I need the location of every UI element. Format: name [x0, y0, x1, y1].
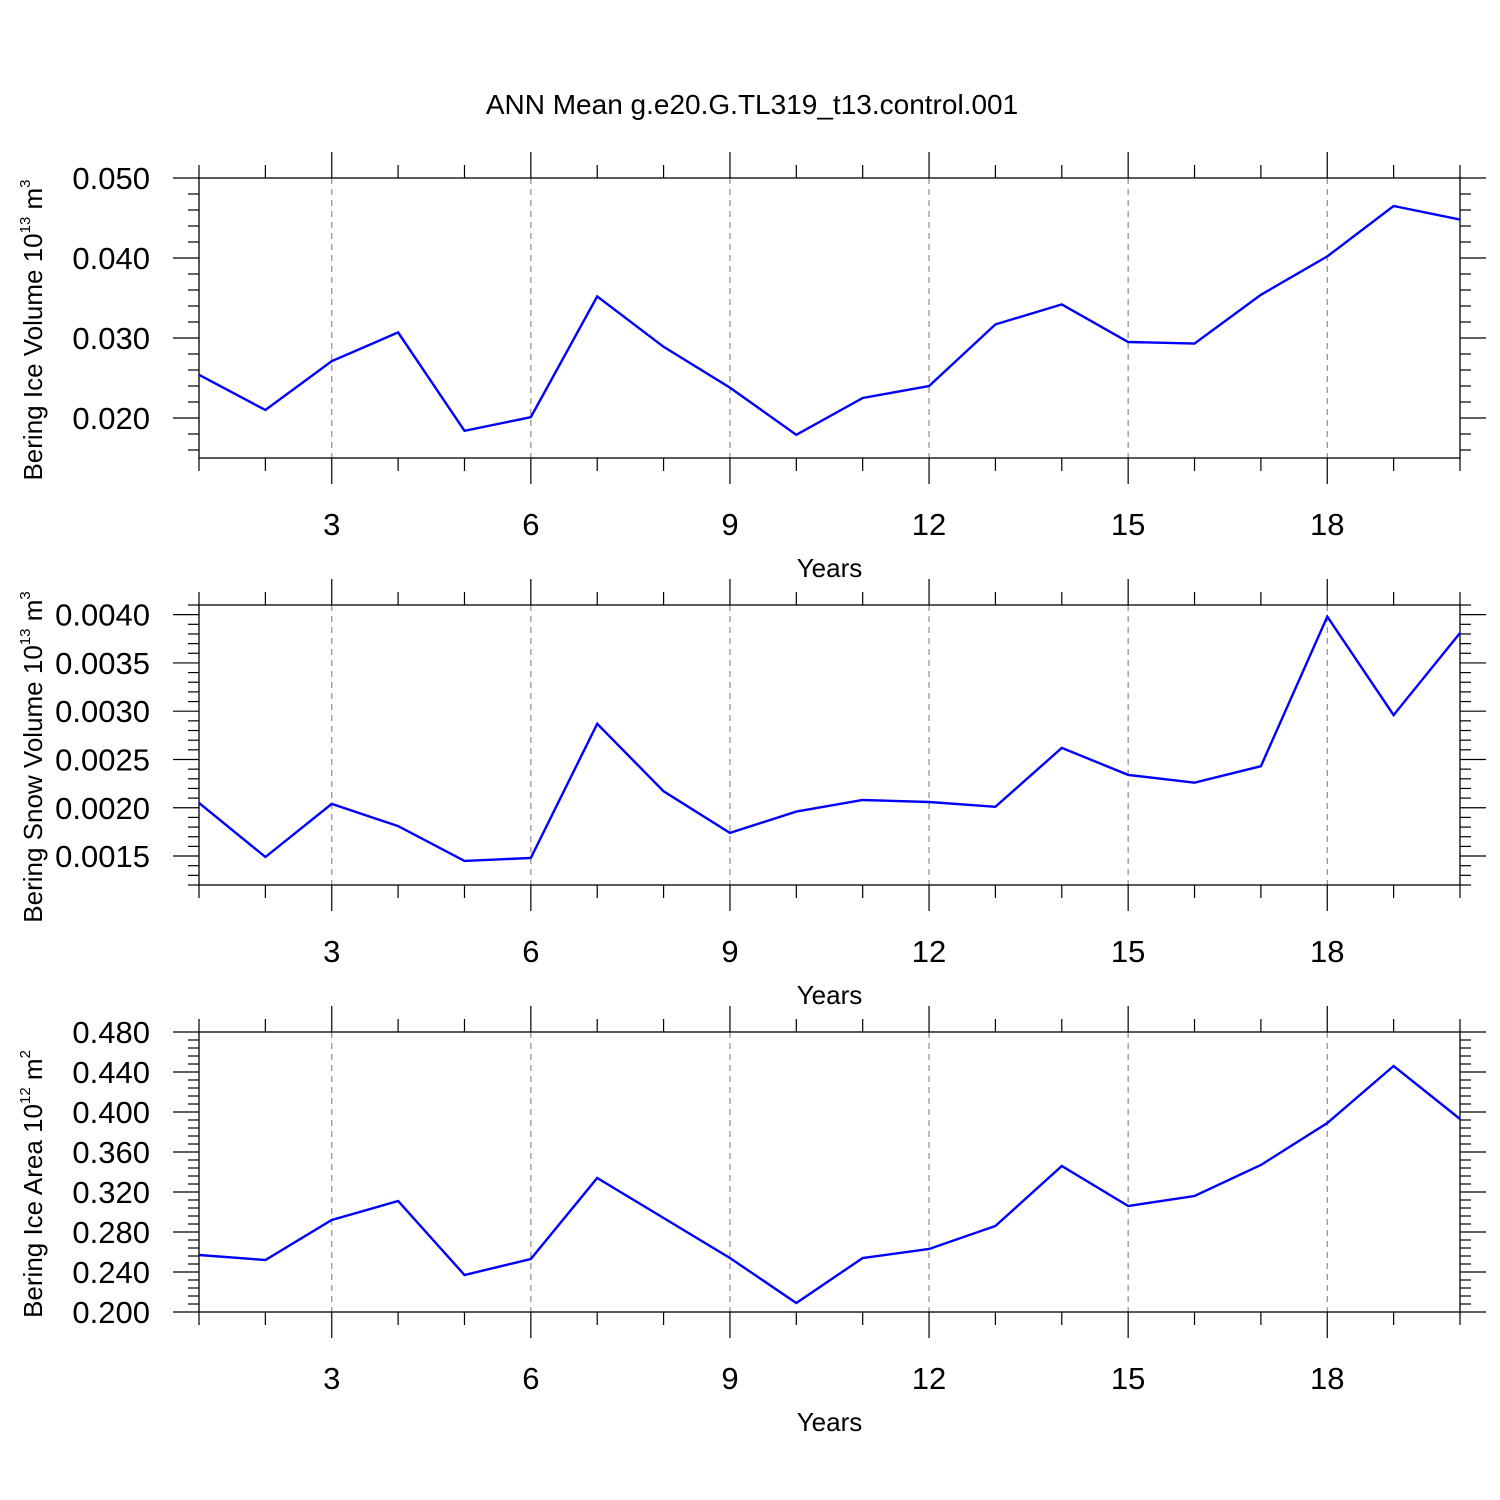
- x-tick-label: 9: [721, 934, 738, 969]
- y-tick-label: 0.440: [72, 1055, 150, 1090]
- x-tick-label: 6: [522, 1361, 539, 1396]
- x-tick-label: 3: [323, 507, 340, 542]
- plot-frame: [198, 177, 1461, 459]
- x-axis-label: Years: [797, 980, 863, 1010]
- x-tick-label: 15: [1111, 507, 1145, 542]
- x-tick-label: 9: [721, 507, 738, 542]
- y-tick-label: 0.360: [72, 1135, 150, 1170]
- y-tick-label: 0.0040: [55, 598, 150, 633]
- x-tick-label: 3: [323, 934, 340, 969]
- x-tick-label: 3: [323, 1361, 340, 1396]
- y-axis-label-part: m: [18, 600, 48, 629]
- y-tick-label: 0.0020: [55, 791, 150, 826]
- y-tick-label: 0.200: [72, 1295, 150, 1330]
- x-tick-label: 18: [1310, 934, 1344, 969]
- plot-frame: [198, 1031, 1461, 1313]
- y-tick-label: 0.0035: [55, 646, 150, 681]
- series-line: [198, 204, 1461, 437]
- panels: 0.020 0.030 0.040 0.050 3 6 9 12 15 18 Years Bering…: [17, 152, 1486, 1437]
- y-axis-label-sup: 13: [17, 217, 34, 234]
- y-tick-label: 0.240: [72, 1255, 150, 1290]
- x-tick-label: 12: [912, 1361, 946, 1396]
- y-tick-label: 0.0030: [55, 694, 150, 729]
- chart-panel-1: 0.020 0.030 0.040 0.050 3 6 9 12 15 18 Years Bering…: [17, 152, 1486, 583]
- y-axis-label-sup: 3: [17, 591, 34, 599]
- series-line: [198, 614, 1461, 863]
- x-tick-label: 12: [912, 934, 946, 969]
- y-axis-label-sup: 12: [17, 1087, 34, 1104]
- x-tick-label: 18: [1310, 1361, 1344, 1396]
- y-axis-label-part: Bering Ice Volume 10: [18, 233, 48, 480]
- y-axis-label-part: Bering Snow Volume 10: [18, 645, 48, 923]
- y-tick-label: 0.400: [72, 1095, 150, 1130]
- y-axis-label-part: m: [18, 188, 48, 217]
- figure-title: ANN Mean g.e20.G.TL319_t13.control.001: [486, 89, 1018, 120]
- y-tick-label: 0.480: [72, 1015, 150, 1050]
- y-tick-label: 0.040: [72, 241, 150, 276]
- y-axis-label: Bering Snow Volume 1013 m3: [17, 591, 48, 922]
- x-axis-label: Years: [797, 1407, 863, 1437]
- x-tick-label: 9: [721, 1361, 738, 1396]
- y-tick-label: 0.020: [72, 401, 150, 436]
- y-tick-label: 0.0025: [55, 742, 150, 777]
- y-axis-label-part: Bering Ice Area 10: [18, 1104, 48, 1318]
- x-tick-label: 6: [522, 934, 539, 969]
- x-tick-label: 15: [1111, 1361, 1145, 1396]
- y-tick-label: 0.320: [72, 1175, 150, 1210]
- y-tick-label: 0.0015: [55, 839, 150, 874]
- x-tick-label: 12: [912, 507, 946, 542]
- y-axis-label-sup: 2: [17, 1050, 34, 1058]
- x-tick-label: 6: [522, 507, 539, 542]
- chart-panel-2: 0.0015 0.0020 0.0025 0.0030 0.0035 0.0040 3 6 9 1…: [17, 579, 1486, 1010]
- x-tick-label: 15: [1111, 934, 1145, 969]
- y-tick-label: 0.030: [72, 321, 150, 356]
- series-line: [198, 1064, 1461, 1305]
- x-tick-label: 18: [1310, 507, 1344, 542]
- y-axis-label-sup: 13: [17, 629, 34, 646]
- x-axis-label: Years: [797, 553, 863, 583]
- chart-panel-3: 0.200 0.240 0.280 0.320 0.360 0.400 0.440 0.480…: [17, 1006, 1486, 1437]
- plot-frame: [198, 604, 1461, 886]
- y-axis-label-sup: 3: [17, 179, 34, 187]
- y-axis-label: Bering Ice Volume 1013 m3: [17, 179, 48, 480]
- y-tick-label: 0.050: [72, 161, 150, 196]
- y-axis-label: Bering Ice Area 1012 m2: [17, 1050, 48, 1318]
- y-tick-label: 0.280: [72, 1215, 150, 1250]
- y-axis-label-part: m: [18, 1058, 48, 1087]
